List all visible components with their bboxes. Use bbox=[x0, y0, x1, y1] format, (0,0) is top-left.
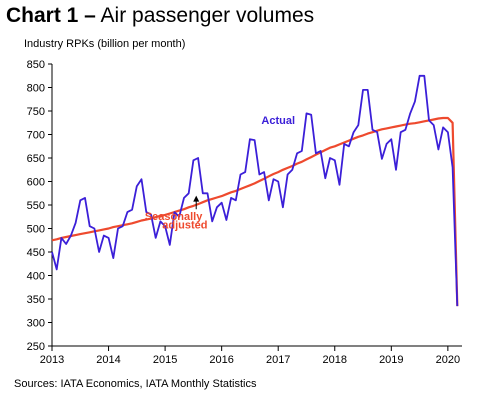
seasonally-adjusted-series-line bbox=[51, 116, 459, 307]
x-tick-label: 2015 bbox=[153, 354, 177, 366]
y-tick-label: 550 bbox=[27, 200, 45, 212]
annotation-label-1: Seasonally bbox=[145, 211, 203, 223]
y-tick-label: 450 bbox=[27, 247, 45, 259]
x-tick-label: 2019 bbox=[379, 354, 403, 366]
y-tick-label: 500 bbox=[27, 224, 45, 236]
x-tick-label: 2017 bbox=[266, 354, 290, 366]
annotation-arrow-head bbox=[193, 195, 200, 202]
actual-series-line bbox=[51, 74, 459, 307]
chart-title-rest: Air passenger volumes bbox=[95, 4, 315, 27]
y-tick-label: 650 bbox=[27, 153, 45, 165]
chart-series bbox=[51, 74, 459, 307]
chart-title: Chart 1 – Air passenger volumes bbox=[6, 4, 314, 28]
x-tick-label: 2018 bbox=[323, 354, 347, 366]
y-axis-label: Industry RPKs (billion per month) bbox=[24, 38, 186, 50]
y-tick-label: 400 bbox=[27, 271, 45, 283]
chart-axes: 250 300 350 400 450 500 550 600 650 700 750 800 850 2… bbox=[27, 59, 462, 366]
chart-title-bold: Chart 1 – bbox=[6, 4, 96, 27]
y-tick-label: 250 bbox=[27, 341, 45, 353]
x-tick-label: 2020 bbox=[436, 354, 460, 366]
source-note: Sources: IATA Economics, IATA Monthly St… bbox=[14, 378, 257, 390]
y-tick-label: 350 bbox=[27, 294, 45, 306]
y-tick-label: 850 bbox=[27, 59, 45, 71]
y-tick-label: 700 bbox=[27, 130, 45, 142]
annotation-label-2: adjusted bbox=[162, 220, 207, 232]
x-tick-label: 2014 bbox=[96, 354, 120, 366]
y-tick-label: 750 bbox=[27, 106, 45, 118]
y-tick-label: 800 bbox=[27, 83, 45, 95]
annotation-label-0: Actual bbox=[261, 115, 295, 127]
y-tick-label: 600 bbox=[27, 177, 45, 189]
x-tick-label: 2016 bbox=[209, 354, 233, 366]
y-tick-label: 300 bbox=[27, 318, 45, 330]
x-tick-label: 2013 bbox=[40, 354, 64, 366]
